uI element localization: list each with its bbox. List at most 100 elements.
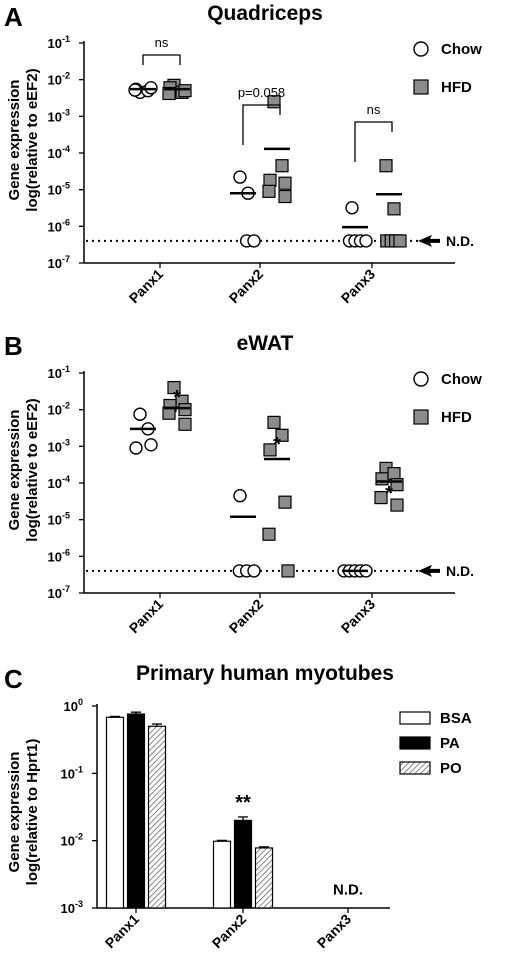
panel-b-letter: B <box>4 331 23 361</box>
x-tick-label-panx2: Panx2 <box>226 596 267 637</box>
y-tick-label: 10-3 <box>61 899 83 916</box>
hfd-point <box>387 202 401 216</box>
nd-label: N.D. <box>446 233 474 249</box>
legend-label-po: PO <box>440 760 462 777</box>
panel-a-ylabel-line1: Gene expression <box>6 80 23 201</box>
bar-bsa <box>105 716 125 909</box>
y-tick-label: 10-5 <box>48 181 70 198</box>
chow-point <box>247 234 261 248</box>
chow-point <box>144 438 158 452</box>
bar-pa <box>126 713 146 909</box>
y-tick-label: 100 <box>64 697 83 714</box>
panel-b-ylabel-line2: log(relative to eEF2) <box>24 398 41 541</box>
bar-po <box>254 847 274 909</box>
legend-hfd-marker <box>413 409 429 425</box>
x-tick-label-panx1: Panx1 <box>126 266 167 307</box>
comparison-label: ns <box>155 35 169 50</box>
hfd-point <box>162 86 176 101</box>
legend-chow-marker <box>413 371 429 387</box>
panel-b-ylabel-line1: Gene expression <box>6 410 23 531</box>
x-tick-label-panx2: Panx2 <box>226 266 267 307</box>
panel-c: C Primary human myotubes Gene expression… <box>4 662 472 951</box>
nd-label: N.D. <box>446 563 474 579</box>
hfd-point <box>278 495 292 509</box>
comparison-bracket <box>142 54 181 65</box>
hfd-point <box>262 184 276 198</box>
significance-stars: ** <box>235 792 251 814</box>
y-tick-label: 10-4 <box>48 474 70 491</box>
nd-arrow-icon <box>418 234 440 247</box>
significance-star: * <box>273 434 281 456</box>
chow-point <box>345 201 359 215</box>
y-tick-label: 10-4 <box>48 144 70 161</box>
panel-c-marks: ** N.D. BSA PA PO <box>105 710 472 909</box>
bar-bsa <box>212 840 232 909</box>
chow-point <box>129 441 143 455</box>
panel-c-letter: C <box>4 664 23 694</box>
legend-po-swatch <box>399 761 431 775</box>
panel-a-marks: N.D. Chow HFD ns p=0.058 ns <box>86 35 482 249</box>
chow-point <box>233 489 247 503</box>
comparison-label: p=0.058 <box>238 85 285 100</box>
panel-b-title: eWAT <box>237 332 294 355</box>
panel-c-ylabel-line1: Gene expression <box>6 752 23 873</box>
legend-pa-swatch <box>399 736 431 750</box>
legend-hfd-marker <box>413 79 429 95</box>
hfd-point <box>275 159 289 173</box>
y-tick-label: 10-7 <box>48 584 70 601</box>
legend-bsa-swatch <box>399 711 431 725</box>
nd-label: N.D. <box>333 881 363 898</box>
hfd-point <box>178 403 192 417</box>
chow-point <box>359 234 373 248</box>
y-tick-label: 10-3 <box>48 437 70 454</box>
nd-arrow-icon <box>418 564 440 577</box>
hfd-point <box>379 159 393 173</box>
hfd-point <box>278 189 292 204</box>
x-tick-label-panx3: Panx3 <box>314 911 355 952</box>
bar-po <box>147 725 167 909</box>
x-tick-label-panx1: Panx1 <box>126 596 167 637</box>
hfd-point <box>281 564 295 578</box>
y-tick-label: 10-3 <box>48 107 70 124</box>
y-tick-label: 10-1 <box>48 34 70 51</box>
comparison-label: ns <box>367 102 381 117</box>
chow-point <box>247 564 261 578</box>
legend-chow-marker <box>413 41 429 57</box>
panel-a-title: Quadriceps <box>207 2 323 25</box>
legend-label-hfd: HFD <box>441 79 472 96</box>
comparison-bracket <box>354 121 393 162</box>
hfd-point <box>178 417 192 431</box>
x-tick-label-panx3: Panx3 <box>338 596 379 637</box>
panel-c-ylabel-line2: log(relative to Hprt1) <box>24 739 41 886</box>
y-tick-label: 10-1 <box>48 364 70 381</box>
panel-b: B eWAT Gene expression log(relative to e… <box>4 331 482 636</box>
x-tick-label-panx3: Panx3 <box>338 266 379 307</box>
panel-a-ylabel-line2: log(relative to eEF2) <box>24 68 41 211</box>
hfd-point <box>167 380 181 395</box>
significance-star: * <box>385 483 393 505</box>
hfd-point <box>178 84 192 98</box>
significance-star: * <box>173 387 181 409</box>
legend-label-bsa: BSA <box>440 710 472 727</box>
y-tick-label: 10-2 <box>48 71 70 88</box>
chow-point <box>144 81 158 95</box>
hfd-point <box>374 490 388 505</box>
hfd-point <box>278 176 292 190</box>
x-tick-label-panx1: Panx1 <box>102 911 143 952</box>
legend-label-hfd: HFD <box>441 409 472 426</box>
panel-a: A Quadriceps Gene expression log(relativ… <box>4 2 482 306</box>
y-tick-label: 10-6 <box>48 547 70 564</box>
hfd-point <box>262 527 276 541</box>
legend-label-pa: PA <box>440 735 460 752</box>
y-tick-label: 10-5 <box>48 511 70 528</box>
x-tick-label-panx2: Panx2 <box>209 911 250 952</box>
bar-pa <box>233 819 253 909</box>
hfd-point <box>275 428 289 442</box>
panel-a-axes: 10-1 10-2 10-3 10-4 10-5 10-6 10-7 Panx1 Panx2 Pa… <box>48 34 455 306</box>
y-tick-label: 10-6 <box>48 217 70 234</box>
y-tick-label: 10-2 <box>61 832 83 849</box>
y-tick-label: 10-1 <box>61 764 83 781</box>
hfd-point <box>263 443 277 457</box>
hfd-point <box>263 173 277 187</box>
legend-label-chow: Chow <box>441 41 482 58</box>
